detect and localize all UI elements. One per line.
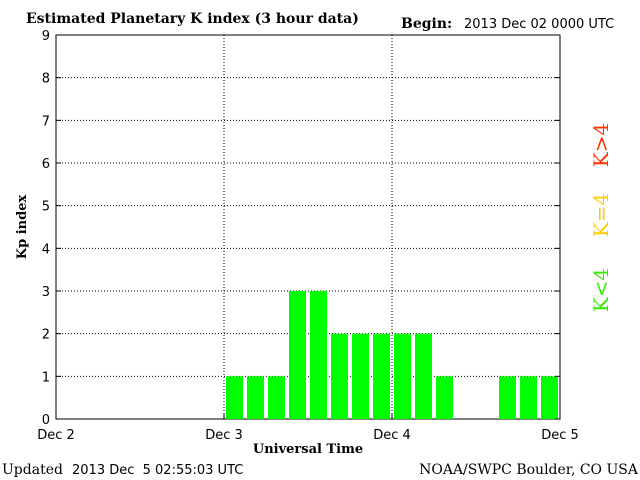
x-axis-ticks: Dec 2 Dec 3 Dec 4 Dec 5 (37, 414, 579, 443)
y-tick-label: 3 (42, 285, 50, 300)
y-tick-label: 7 (42, 114, 50, 129)
updated-value: 2013 Dec 5 02:55:03 UTC (72, 463, 243, 478)
kp-bar (268, 376, 285, 419)
y-tick-label: 2 (42, 328, 50, 343)
grid-lines (56, 35, 560, 419)
legend-entry: K=4 (589, 193, 613, 237)
kp-bar (373, 333, 390, 419)
bars-group (226, 291, 558, 419)
y-tick-label: 1 (42, 370, 50, 385)
x-tick-label: Dec 3 (205, 428, 243, 443)
begin-label: Begin: (401, 16, 452, 32)
y-tick-label: 4 (42, 242, 50, 257)
y-tick-label: 5 (42, 200, 50, 215)
x-tick-label: Dec 2 (37, 428, 75, 443)
kp-bar (541, 376, 558, 419)
kp-bar (415, 333, 432, 419)
kp-bar (226, 376, 243, 419)
plot-frame (55, 34, 561, 420)
kp-bar (394, 333, 411, 419)
y-tick-label: 9 (42, 29, 50, 44)
plot-area: 0 1 2 3 4 5 6 7 8 9 Dec 2 Dec 3 Dec 4 Dec 5 (37, 29, 579, 443)
kp-bar (520, 376, 537, 419)
x-tick-label: Dec 4 (373, 428, 411, 443)
y-tick-label: 8 (42, 72, 50, 87)
legend-entry: K>4 (589, 123, 613, 167)
kp-bar (436, 376, 453, 419)
kp-bar (352, 333, 369, 419)
y-axis-ticks: 0 1 2 3 4 5 6 7 8 9 (42, 29, 560, 428)
kp-bar (499, 376, 516, 419)
kp-bar (247, 376, 264, 419)
legend: K>4 K=4 K<4 (589, 123, 613, 312)
kp-bar (310, 291, 327, 419)
y-tick-label: 0 (42, 413, 50, 428)
x-axis-title: Universal Time (253, 442, 363, 457)
x-tick-label: Dec 5 (541, 428, 579, 443)
source-credit: NOAA/SWPC Boulder, CO USA (419, 462, 639, 478)
y-tick-label: 6 (42, 157, 50, 172)
begin-value: 2013 Dec 02 0000 UTC (464, 17, 614, 32)
updated-label: Updated (2, 462, 63, 478)
legend-entry: K<4 (589, 268, 613, 312)
kp-bar (331, 333, 348, 419)
chart-title: Estimated Planetary K index (3 hour data… (26, 11, 359, 27)
y-axis-title: Kp index (15, 195, 30, 260)
kp-bar (289, 291, 306, 419)
